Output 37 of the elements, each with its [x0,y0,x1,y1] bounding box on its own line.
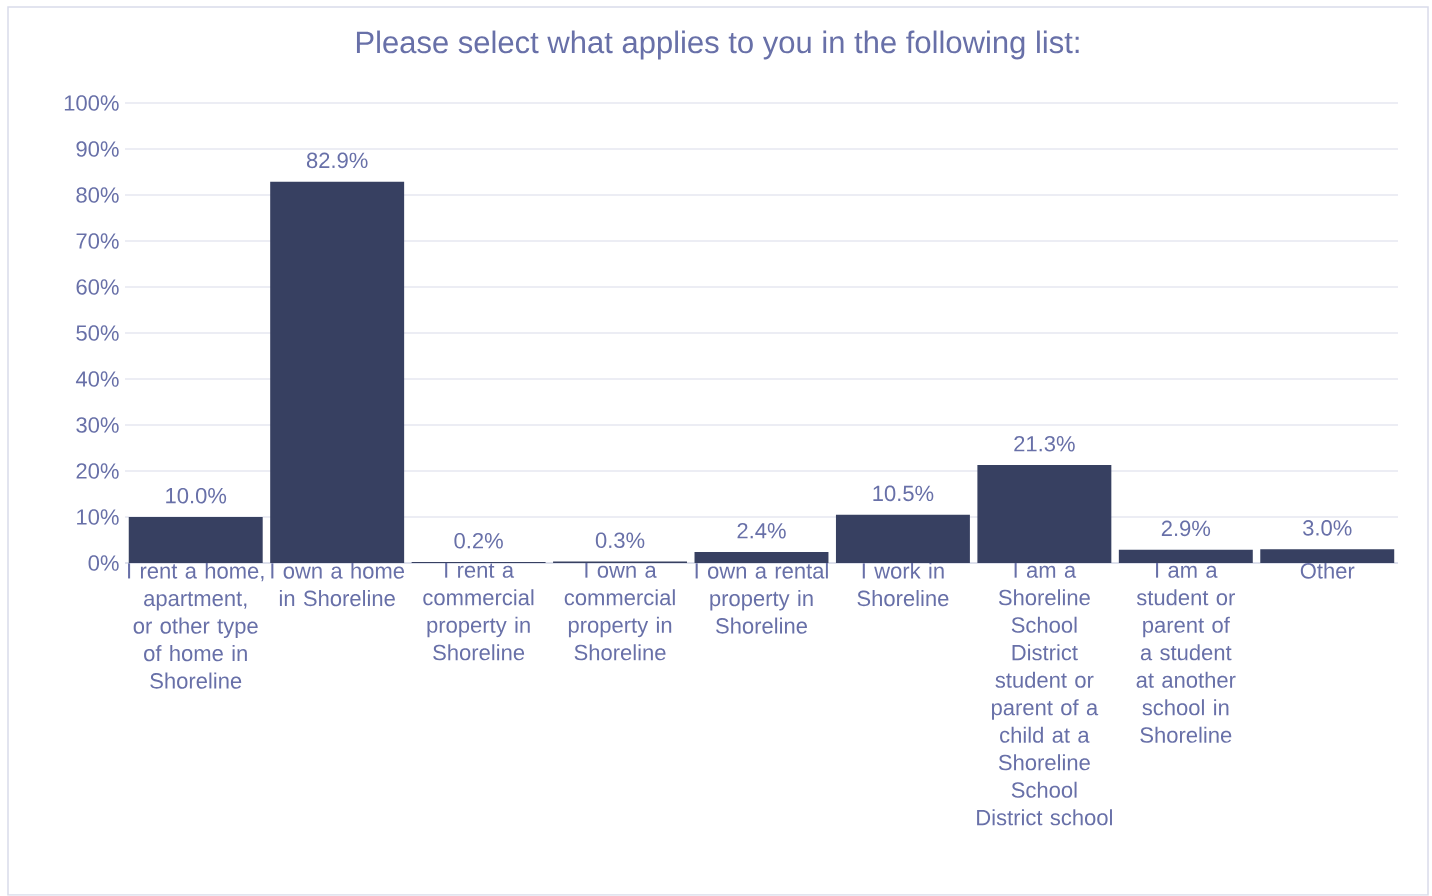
x-tick-label: I own a home in Shoreline [271,562,405,607]
y-tick-label: 60% [76,279,119,295]
y-tick-label: 20% [76,463,119,479]
y-tick-label: 90% [76,141,119,157]
y-tick-label: 10% [77,509,119,525]
x-tick-label: I own a rental property in Shoreline [695,562,828,634]
data-label: 10.0% [166,488,227,504]
y-tick-label: 30% [76,417,119,433]
x-tick-label: I work in Shoreline [857,562,949,607]
bar [1260,549,1395,564]
bar [270,181,405,564]
bar [128,517,263,564]
data-label: 0.3% [595,532,645,549]
bar [694,552,829,564]
data-label: 2.9% [1161,520,1211,537]
data-label: 0.2% [454,533,503,549]
x-tick-label: I rent a commercial property in Shoreline [423,562,534,661]
y-tick-label: 0% [88,555,119,571]
bar [1118,549,1253,564]
data-label: 21.3% [1014,436,1075,452]
y-tick-label: 50% [76,325,119,341]
data-label: 2.4% [737,523,786,539]
x-tick-label: I own a commercial property in Shoreline [564,562,675,661]
y-tick-label: 70% [76,233,119,249]
x-tick-label: Other [1300,562,1355,579]
chart-title: Please select what applies to you in the following list: [356,30,1079,60]
data-label: 10.5% [873,485,934,502]
y-tick-label: 40% [75,371,119,387]
x-tick-label: I am a student or parent of a student at another school in Shoreline [1136,562,1236,743]
y-tick-label: 100% [64,95,119,111]
bar [977,465,1112,564]
x-tick-label: I rent a home, apartment, or other type of home in Shoreline [128,562,264,689]
data-label: 3.0% [1303,520,1352,536]
data-label: 82.9% [306,152,368,169]
bar [835,514,970,564]
y-tick-label: 80% [76,187,119,203]
category-label: I am a Shoreline School District student or parent of a child at a Shoreline School District school [977,562,1112,826]
